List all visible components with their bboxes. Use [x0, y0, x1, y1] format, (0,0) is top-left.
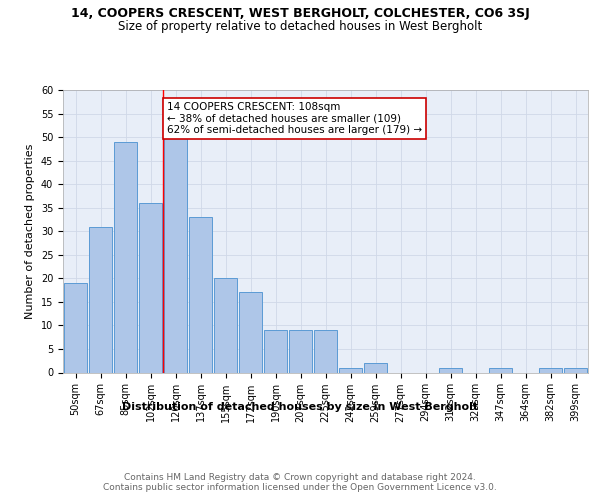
Bar [539, 368, 562, 372]
Bar [189, 217, 212, 372]
Y-axis label: Number of detached properties: Number of detached properties [25, 144, 35, 319]
Text: 14 COOPERS CRESCENT: 108sqm
← 38% of detached houses are smaller (109)
62% of se: 14 COOPERS CRESCENT: 108sqm ← 38% of det… [167, 102, 422, 135]
Bar [114, 142, 137, 372]
Text: 14, COOPERS CRESCENT, WEST BERGHOLT, COLCHESTER, CO6 3SJ: 14, COOPERS CRESCENT, WEST BERGHOLT, COL… [71, 8, 529, 20]
Bar [264, 330, 287, 372]
Bar [364, 363, 387, 372]
Bar [564, 368, 587, 372]
Bar [64, 283, 87, 372]
Bar [89, 226, 112, 372]
Bar [489, 368, 512, 372]
Bar [289, 330, 312, 372]
Bar [214, 278, 237, 372]
Bar [239, 292, 262, 372]
Text: Contains HM Land Registry data © Crown copyright and database right 2024.
Contai: Contains HM Land Registry data © Crown c… [103, 472, 497, 492]
Bar [164, 137, 187, 372]
Text: Distribution of detached houses by size in West Bergholt: Distribution of detached houses by size … [122, 402, 478, 412]
Bar [314, 330, 337, 372]
Bar [339, 368, 362, 372]
Bar [439, 368, 462, 372]
Bar [139, 203, 162, 372]
Text: Size of property relative to detached houses in West Bergholt: Size of property relative to detached ho… [118, 20, 482, 33]
